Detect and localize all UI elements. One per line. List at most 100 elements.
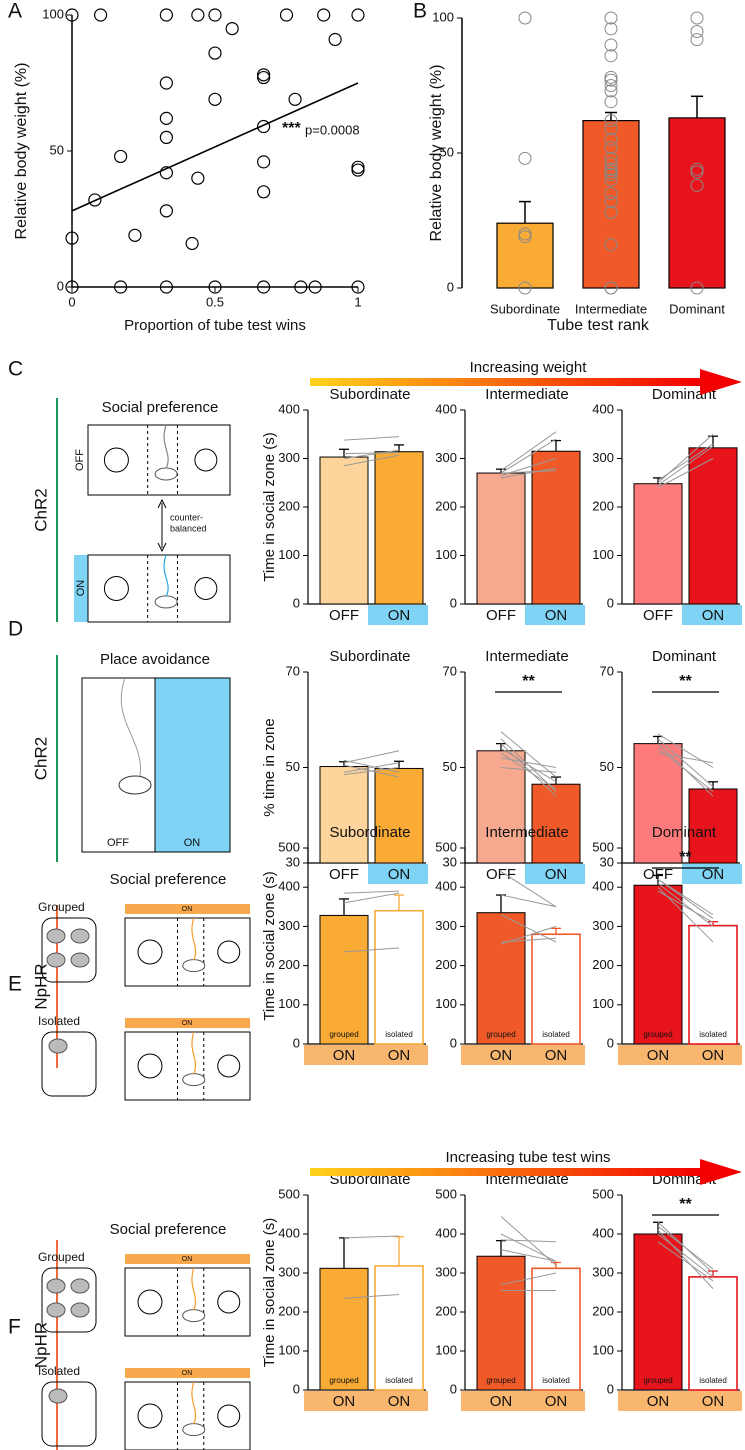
label-background <box>461 864 525 884</box>
paired-line <box>500 1272 557 1286</box>
y-tick-label: 300 <box>592 1264 614 1279</box>
y-tick-label: 100 <box>435 996 457 1011</box>
y-tick-label: 400 <box>278 1225 300 1240</box>
fiber <box>191 1267 197 1311</box>
paired-line <box>343 436 400 441</box>
paired-line <box>657 738 714 787</box>
group-label: ChR2 <box>31 737 50 780</box>
y-tick-label: 100 <box>278 547 300 562</box>
bar <box>476 472 526 605</box>
bar-label: grouped <box>329 1030 358 1039</box>
y-tick-label: 300 <box>278 450 300 465</box>
paired-line <box>343 454 400 467</box>
paired-line <box>343 452 400 455</box>
y-tick-label: 50 <box>440 144 454 159</box>
scatter-point <box>317 8 331 22</box>
x-tick-label: ON <box>388 866 411 883</box>
bar <box>633 743 683 864</box>
y-tick-label: 100 <box>592 547 614 562</box>
scatter-point <box>257 185 271 199</box>
x-tick-label: OFF <box>329 607 359 624</box>
scatter-point <box>65 8 79 22</box>
scatter-point <box>257 68 271 82</box>
y-tick-label: 300 <box>435 450 457 465</box>
mouse <box>48 1388 68 1404</box>
bar <box>374 451 424 605</box>
state-label: ON <box>182 1020 193 1027</box>
x-tick-label: ON <box>545 1047 568 1064</box>
scatter-point <box>159 130 173 144</box>
bar <box>668 117 726 289</box>
x-tick-label: ON <box>388 1047 411 1064</box>
data-point <box>690 178 704 192</box>
label-background <box>461 1391 525 1411</box>
scatter-point <box>351 8 365 22</box>
paired-line <box>343 1235 400 1239</box>
y-tick-label: 300 <box>592 450 614 465</box>
x-tick-label: OFF <box>486 866 516 883</box>
y-tick-label: 70 <box>443 663 457 678</box>
cage <box>41 1031 97 1097</box>
chart-title: Subordinate <box>330 824 411 841</box>
bar-label: isolated <box>542 1376 570 1385</box>
paired-line <box>657 733 714 768</box>
arrow-head <box>700 1159 742 1185</box>
scatter-point <box>208 8 222 22</box>
y-tick-label: 200 <box>435 957 457 972</box>
y-tick-label: 200 <box>592 498 614 513</box>
y-tick-label: 100 <box>435 547 457 562</box>
paired-line <box>657 1221 714 1274</box>
x-tick-label: Subordinate <box>490 301 560 316</box>
paired-line <box>343 890 400 894</box>
data-point <box>604 238 618 252</box>
mouse <box>182 1423 206 1437</box>
note: counter- <box>170 512 203 522</box>
y-tick-label: 500 <box>435 1186 457 1201</box>
y-tick-label: 200 <box>278 1303 300 1318</box>
data-point <box>690 162 704 176</box>
on-bar <box>125 1368 250 1378</box>
chamber <box>87 554 231 623</box>
scatter-point <box>159 111 173 125</box>
data-point <box>604 205 618 219</box>
state-label: ON <box>184 837 201 849</box>
data-point <box>604 95 618 109</box>
state-label: ON <box>182 906 193 913</box>
bar-label: grouped <box>643 1376 672 1385</box>
x-tick-label: ON <box>702 607 725 624</box>
data-point <box>604 122 618 136</box>
paired-line <box>500 925 557 945</box>
scatter-point <box>93 8 108 22</box>
data-point <box>604 49 618 63</box>
chart-title: Intermediate <box>485 824 568 841</box>
arrow-label: Increasing weight <box>470 359 588 376</box>
diagram-title: Place avoidance <box>100 651 210 668</box>
mouse <box>70 952 90 968</box>
label-background <box>304 605 368 625</box>
paired-line <box>657 890 714 923</box>
scatter-point <box>257 155 271 169</box>
label-background <box>682 1045 742 1065</box>
y-tick-label: 300 <box>435 918 457 933</box>
y-tick-label: 100 <box>435 1342 457 1357</box>
y-tick-label: 200 <box>592 957 614 972</box>
scatter-point <box>351 163 365 177</box>
y-tick-label: 200 <box>435 498 457 513</box>
bar-label: isolated <box>699 1030 727 1039</box>
paired-line <box>657 743 714 797</box>
label-background <box>525 864 585 884</box>
state-label: ON <box>182 1256 193 1263</box>
y-axis-label: Time in social zone (s) <box>261 1218 278 1368</box>
cup <box>194 577 218 600</box>
fiber <box>120 677 141 777</box>
data-point <box>604 141 618 155</box>
scatter-point <box>257 119 271 134</box>
group-name: Isolated <box>38 1364 80 1378</box>
x-tick-label: ON <box>702 1047 725 1064</box>
x-tick-label: ON <box>545 607 568 624</box>
x-tick-label: Dominant <box>669 301 725 316</box>
y-tick-label: 500 <box>278 1186 300 1201</box>
chamber <box>124 1031 251 1101</box>
bar-label: grouped <box>486 1030 515 1039</box>
